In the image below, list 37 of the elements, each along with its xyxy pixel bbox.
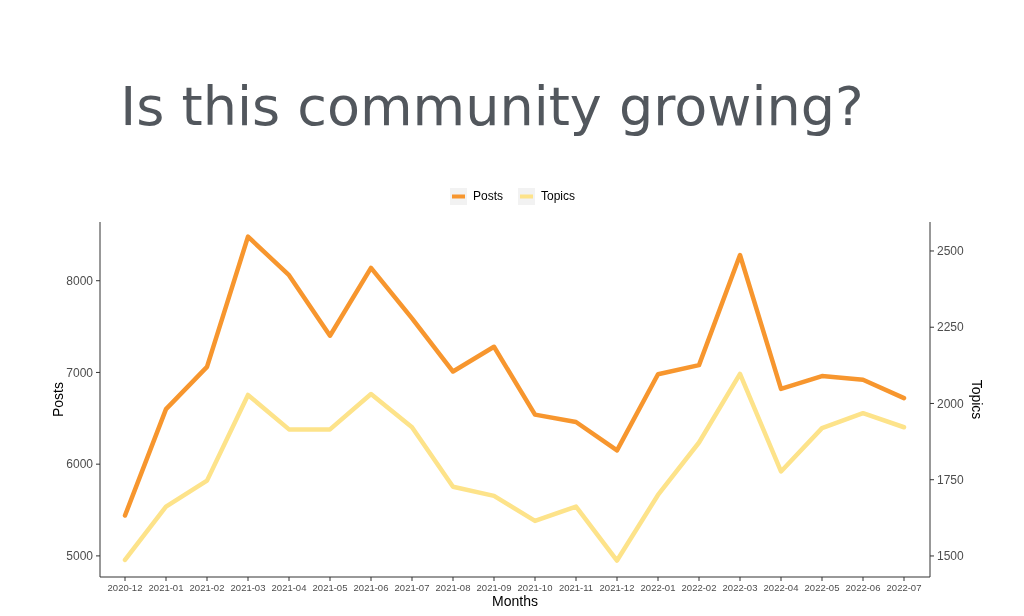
x-tick-label: 2021-01 — [148, 582, 184, 593]
x-tick-label: 2021-07 — [394, 582, 430, 593]
x-tick-label: 2022-06 — [845, 582, 881, 593]
y-tick-label: 5000 — [66, 549, 94, 564]
x-tick-label: 2021-10 — [517, 582, 553, 593]
y-axis-title: Posts — [50, 381, 66, 418]
x-tick-label: 2021-09 — [476, 582, 512, 593]
y-tick-label: 6000 — [66, 457, 94, 472]
x-tick-label: 2022-04 — [763, 582, 799, 593]
x-tick-label: 2022-02 — [681, 582, 717, 593]
x-tick-label: 2021-06 — [353, 582, 389, 593]
y2-tick-label: 1500 — [937, 549, 965, 564]
x-tick-label: 2022-05 — [804, 582, 840, 593]
chart-title: Is this community growing? — [120, 75, 864, 138]
x-tick-label: 2021-04 — [271, 582, 307, 593]
x-tick-label: 2022-03 — [722, 582, 758, 593]
legend-label: Posts — [473, 189, 504, 204]
x-tick-label: 2021-11 — [558, 582, 594, 593]
x-tick-label: 2021-12 — [599, 582, 635, 593]
legend-label: Topics — [541, 189, 576, 204]
x-tick-label: 2021-02 — [189, 582, 225, 593]
line-series — [122, 234, 907, 518]
y2-tick-label: 2250 — [937, 320, 965, 335]
y2-axis-title: Topics — [969, 379, 985, 420]
y-tick-label: 7000 — [66, 365, 94, 380]
line-series — [122, 371, 907, 563]
y2-tick-label: 2500 — [937, 244, 965, 259]
y2-tick-label: 2000 — [937, 396, 965, 411]
x-tick-label: 2021-03 — [230, 582, 266, 593]
x-axis-title: Months — [492, 593, 538, 609]
x-tick-label: 2022-07 — [886, 582, 922, 593]
y2-tick-label: 1750 — [937, 472, 965, 487]
y-tick-label: 8000 — [66, 273, 94, 288]
x-tick-label: 2022-01 — [640, 582, 676, 593]
x-tick-label: 2020-12 — [107, 582, 143, 593]
x-tick-label: 2021-08 — [435, 582, 471, 593]
x-tick-label: 2021-05 — [312, 582, 348, 593]
